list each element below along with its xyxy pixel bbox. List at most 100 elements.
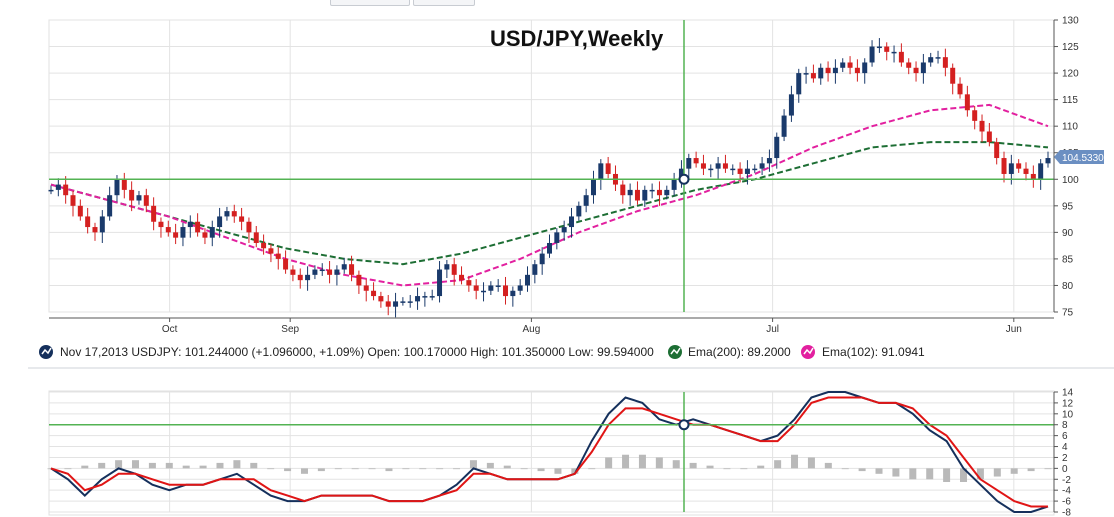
- y-tick-label: 0: [1062, 464, 1068, 475]
- candle: [920, 62, 926, 74]
- candle: [891, 51, 897, 54]
- candle: [568, 216, 574, 228]
- x-axis: Oct Sep Aug Jul Jun: [49, 317, 1054, 335]
- histogram-bar: [993, 468, 1001, 477]
- candle: [759, 163, 765, 169]
- histogram-bar: [216, 462, 224, 469]
- histogram-bar: [672, 460, 680, 469]
- candle: [327, 269, 333, 275]
- candle: [634, 189, 640, 201]
- candle: [488, 285, 494, 291]
- candle: [539, 253, 545, 265]
- candle: [437, 269, 443, 297]
- histogram-bar: [98, 462, 106, 469]
- oscillator-plot-area: [48, 390, 1055, 516]
- y-tick-label: 120: [1062, 69, 1079, 80]
- y-tick-label: 2: [1062, 453, 1068, 464]
- candle: [752, 168, 758, 171]
- candle: [781, 115, 787, 137]
- ema-lines: [50, 103, 1049, 287]
- candle: [107, 195, 113, 217]
- candle: [268, 248, 274, 254]
- y-tick-label: -4: [1062, 486, 1071, 497]
- candle: [451, 264, 457, 275]
- histogram-bar: [1044, 468, 1052, 470]
- candle: [517, 285, 523, 291]
- candle: [305, 274, 311, 281]
- candle: [862, 62, 868, 74]
- candle: [481, 290, 487, 293]
- y-tick-label: 130: [1062, 16, 1079, 27]
- histogram-bar: [182, 465, 190, 469]
- candle: [143, 195, 149, 206]
- histogram-bar: [807, 457, 815, 469]
- histogram-bar: [402, 468, 410, 470]
- candle: [400, 301, 406, 303]
- histogram-bar: [892, 468, 900, 477]
- candle: [63, 184, 69, 196]
- y-tick-label: 14: [1062, 388, 1074, 399]
- candle: [224, 211, 230, 217]
- candle: [854, 67, 860, 74]
- candle: [275, 253, 281, 259]
- candle: [737, 168, 743, 174]
- y-tick-label: -6: [1062, 497, 1071, 508]
- histogram-bar: [960, 468, 968, 482]
- candle: [832, 67, 838, 74]
- legend: Nov 17,2013 USDJPY: 101.244000 (+1.09600…: [39, 345, 925, 359]
- candle: [627, 189, 633, 196]
- toolbar-button[interactable]: [413, 0, 475, 6]
- histogram-bar: [148, 462, 156, 469]
- candle: [429, 296, 435, 298]
- main-y-axis: 1301251201151101051009590858075: [1053, 16, 1079, 319]
- candle: [928, 57, 934, 63]
- candle: [693, 158, 699, 164]
- oscillator-histogram: [47, 454, 1052, 482]
- price-candles: [48, 38, 1051, 318]
- candle: [503, 285, 509, 297]
- candle: [744, 168, 750, 174]
- x-tick-label: Sep: [281, 324, 299, 335]
- candle: [722, 163, 728, 169]
- candle: [972, 110, 978, 121]
- candle: [165, 227, 171, 233]
- candle: [385, 301, 391, 307]
- histogram-bar: [115, 460, 123, 469]
- histogram-bar: [723, 468, 731, 470]
- histogram-bar: [976, 468, 984, 480]
- y-tick-label: 85: [1062, 254, 1074, 265]
- histogram-bar: [841, 468, 849, 470]
- candle: [708, 168, 714, 171]
- candle: [810, 73, 816, 79]
- candle: [561, 227, 567, 233]
- candle: [77, 205, 83, 217]
- legend-ema200: Ema(200): 89.2000: [688, 345, 791, 359]
- top-toolbar: [0, 0, 1114, 8]
- last-price-label: 104.5330: [1062, 153, 1104, 164]
- toolbar-button[interactable]: [330, 0, 410, 6]
- candle: [407, 301, 413, 303]
- histogram-bar: [81, 465, 89, 469]
- candle: [547, 242, 552, 254]
- y-tick-label: 90: [1062, 228, 1074, 239]
- candle: [70, 195, 76, 206]
- candle: [473, 285, 479, 291]
- candle: [283, 258, 289, 270]
- candle: [986, 131, 992, 143]
- candle: [730, 168, 736, 171]
- candle: [187, 221, 193, 228]
- candle: [576, 205, 582, 217]
- y-tick-label: 12: [1062, 398, 1074, 409]
- candle: [151, 205, 157, 222]
- candle: [114, 179, 120, 196]
- candle: [261, 242, 267, 249]
- candle: [1038, 163, 1044, 180]
- oscillator-lines: [50, 391, 1049, 513]
- histogram-bar: [131, 460, 139, 469]
- candle: [788, 94, 794, 116]
- candle: [906, 62, 912, 68]
- y-tick-label: 75: [1062, 308, 1074, 319]
- y-tick-label: 115: [1062, 95, 1078, 106]
